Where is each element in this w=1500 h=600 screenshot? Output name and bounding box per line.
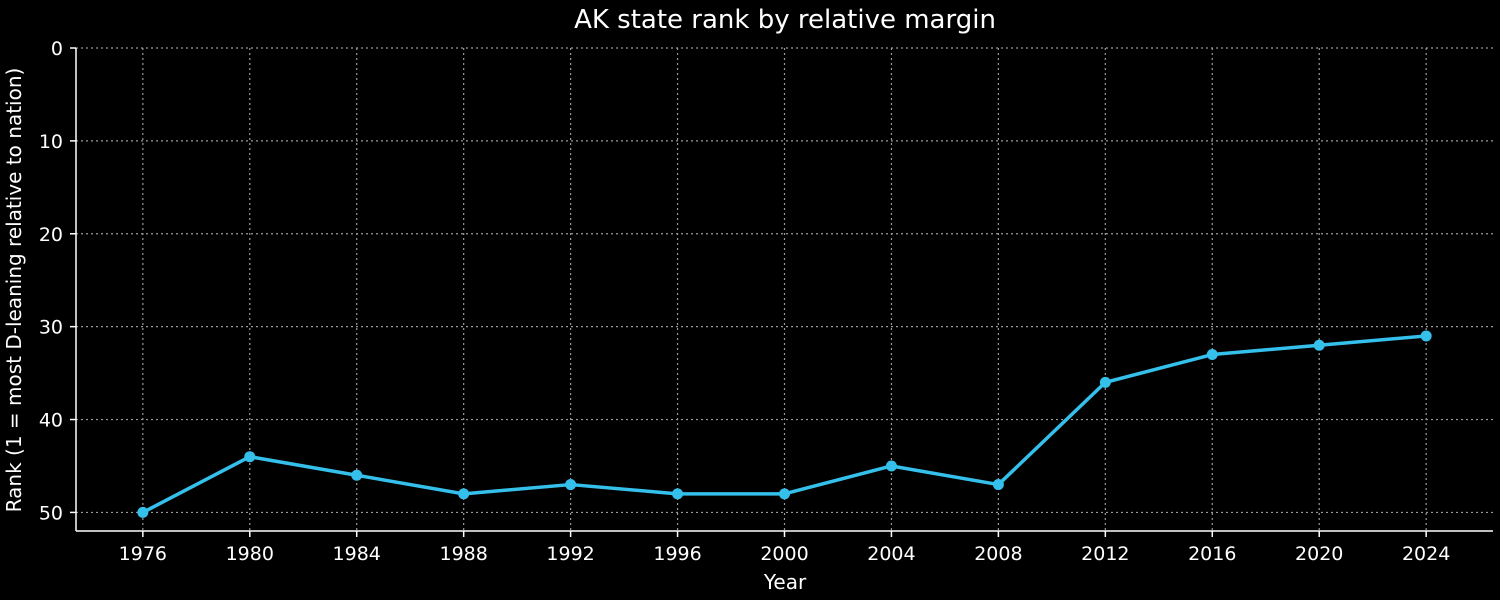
x-tick-label: 2016 xyxy=(1188,543,1236,565)
x-tick-label: 2020 xyxy=(1295,543,1343,565)
x-tick-label: 2012 xyxy=(1081,543,1129,565)
x-tick-label: 1988 xyxy=(439,543,487,565)
series xyxy=(137,330,1432,518)
y-tick-label: 20 xyxy=(39,224,63,246)
data-point xyxy=(1313,339,1325,351)
data-point xyxy=(1099,376,1111,388)
data-point xyxy=(244,451,256,463)
data-point xyxy=(885,460,897,472)
x-tick-label: 1996 xyxy=(653,543,701,565)
x-tick-label: 1980 xyxy=(226,543,274,565)
x-tick-label: 2000 xyxy=(760,543,808,565)
ticks: 1976 1980 1984 1988 1992 1996 2000 2004 2008 2012… xyxy=(39,38,1451,565)
y-tick-label: 50 xyxy=(39,502,63,524)
data-point xyxy=(672,488,684,500)
data-point xyxy=(351,469,363,481)
data-point xyxy=(1420,330,1432,342)
y-tick-label: 40 xyxy=(39,410,63,432)
x-tick-label: 1984 xyxy=(333,543,381,565)
data-point xyxy=(1206,349,1218,361)
y-tick-label: 0 xyxy=(51,38,63,60)
chart-title: AK state rank by relative margin xyxy=(574,5,996,35)
data-point xyxy=(992,479,1004,491)
x-tick-label: 2004 xyxy=(867,543,915,565)
x-tick-label: 1992 xyxy=(546,543,594,565)
x-axis-label: Year xyxy=(763,570,807,594)
data-point xyxy=(458,488,470,500)
x-tick-label: 1976 xyxy=(119,543,167,565)
data-point xyxy=(137,506,149,518)
data-point xyxy=(779,488,790,500)
data-point xyxy=(565,479,577,491)
y-tick-label: 10 xyxy=(39,131,63,153)
x-tick-label: 2008 xyxy=(974,543,1022,565)
y-axis-label: Rank (1 = most D-leaning relative to nat… xyxy=(2,68,26,513)
grid xyxy=(76,47,1493,531)
x-tick-label: 2024 xyxy=(1402,543,1450,565)
y-tick-label: 30 xyxy=(39,317,63,339)
